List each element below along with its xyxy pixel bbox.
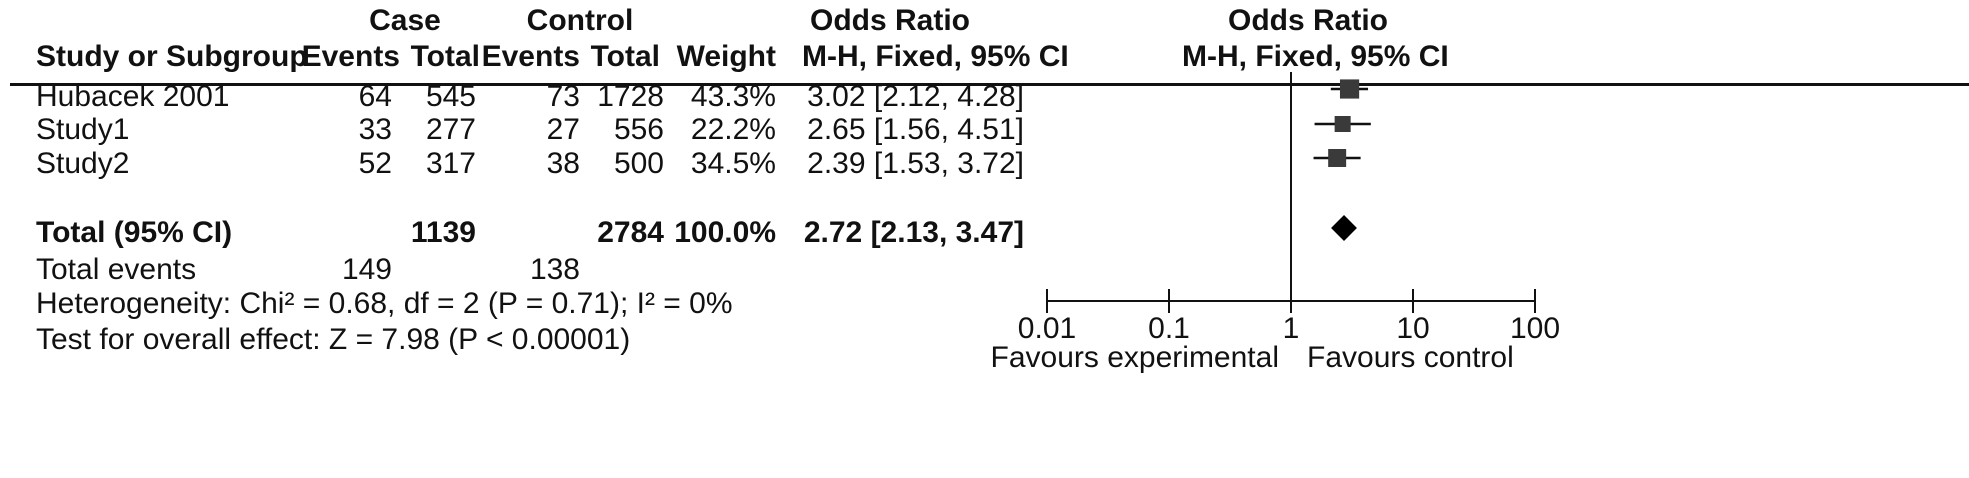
axis-tick-label: 0.01 (1018, 312, 1076, 345)
favours-experimental-label: Favours experimental (991, 341, 1279, 374)
axis-tick-label: 100 (1510, 312, 1560, 345)
case-events-header: Events (301, 40, 400, 73)
study-name: Study2 (36, 147, 130, 180)
odds-ratio-header: Odds Ratio (810, 4, 971, 37)
pooled-odds-ratio-ci: 2.72 [2.13, 3.47] (803, 216, 1024, 249)
control-events: 38 (546, 147, 580, 180)
control-total: 500 (613, 147, 664, 180)
study-name: Study1 (36, 113, 130, 146)
weight-header: Weight (676, 40, 776, 73)
control-events-header: Events (481, 40, 580, 73)
axis-tick-label: 10 (1396, 312, 1429, 345)
study-effect-marker (1328, 149, 1347, 167)
total-weight: 100.0% (674, 216, 776, 249)
method-header: M-H, Fixed, 95% CI (802, 40, 1069, 73)
study-effect-marker (1339, 79, 1360, 99)
case-total: 277 (425, 113, 476, 146)
total-label: Total (95% CI) (36, 216, 233, 249)
case-total: 545 (425, 80, 476, 113)
odds-ratio-plot-header: Odds Ratio (1228, 4, 1389, 37)
weight-value: 43.3% (690, 80, 776, 113)
control-group-header: Control (526, 4, 634, 37)
case-total-sum: 1139 (410, 216, 476, 249)
case-total-header: Total (410, 40, 480, 73)
favours-control-label: Favours control (1307, 341, 1514, 374)
odds-ratio-ci: 3.02 [2.12, 4.28] (807, 80, 1024, 113)
control-events: 73 (546, 80, 580, 113)
total-events-label: Total events (36, 253, 197, 286)
weight-value: 34.5% (690, 147, 776, 180)
control-total-sum: 2784 (597, 216, 664, 249)
overall-effect-text: Test for overall effect: Z = 7.98 (P < 0… (36, 323, 631, 356)
control-total-header: Total (590, 40, 660, 73)
control-total: 1728 (597, 80, 664, 113)
study-effect-marker (1334, 115, 1351, 133)
axis-tick-label: 1 (1283, 312, 1300, 345)
method-plot-header: M-H, Fixed, 95% CI (1182, 40, 1449, 73)
header-rule (10, 83, 1969, 86)
control-total-events: 138 (529, 253, 580, 286)
weight-value: 22.2% (690, 113, 776, 146)
heterogeneity-text: Heterogeneity: Chi² = 0.68, df = 2 (P = … (36, 287, 733, 320)
case-total-events: 149 (341, 253, 392, 286)
study-column-header: Study or Subgroup (36, 40, 308, 73)
control-total: 556 (613, 113, 664, 146)
case-total: 317 (425, 147, 476, 180)
case-group-header: Case (369, 4, 441, 37)
axis-tick-label: 0.1 (1148, 312, 1190, 345)
control-events: 27 (546, 113, 580, 146)
odds-ratio-ci: 2.65 [1.56, 4.51] (807, 113, 1024, 146)
study-name: Hubacek 2001 (36, 80, 230, 113)
case-events: 64 (358, 80, 392, 113)
case-events: 33 (358, 113, 392, 146)
pooled-effect-diamond (1331, 215, 1357, 241)
odds-ratio-ci: 2.39 [1.53, 3.72] (807, 147, 1024, 180)
case-events: 52 (358, 147, 392, 180)
